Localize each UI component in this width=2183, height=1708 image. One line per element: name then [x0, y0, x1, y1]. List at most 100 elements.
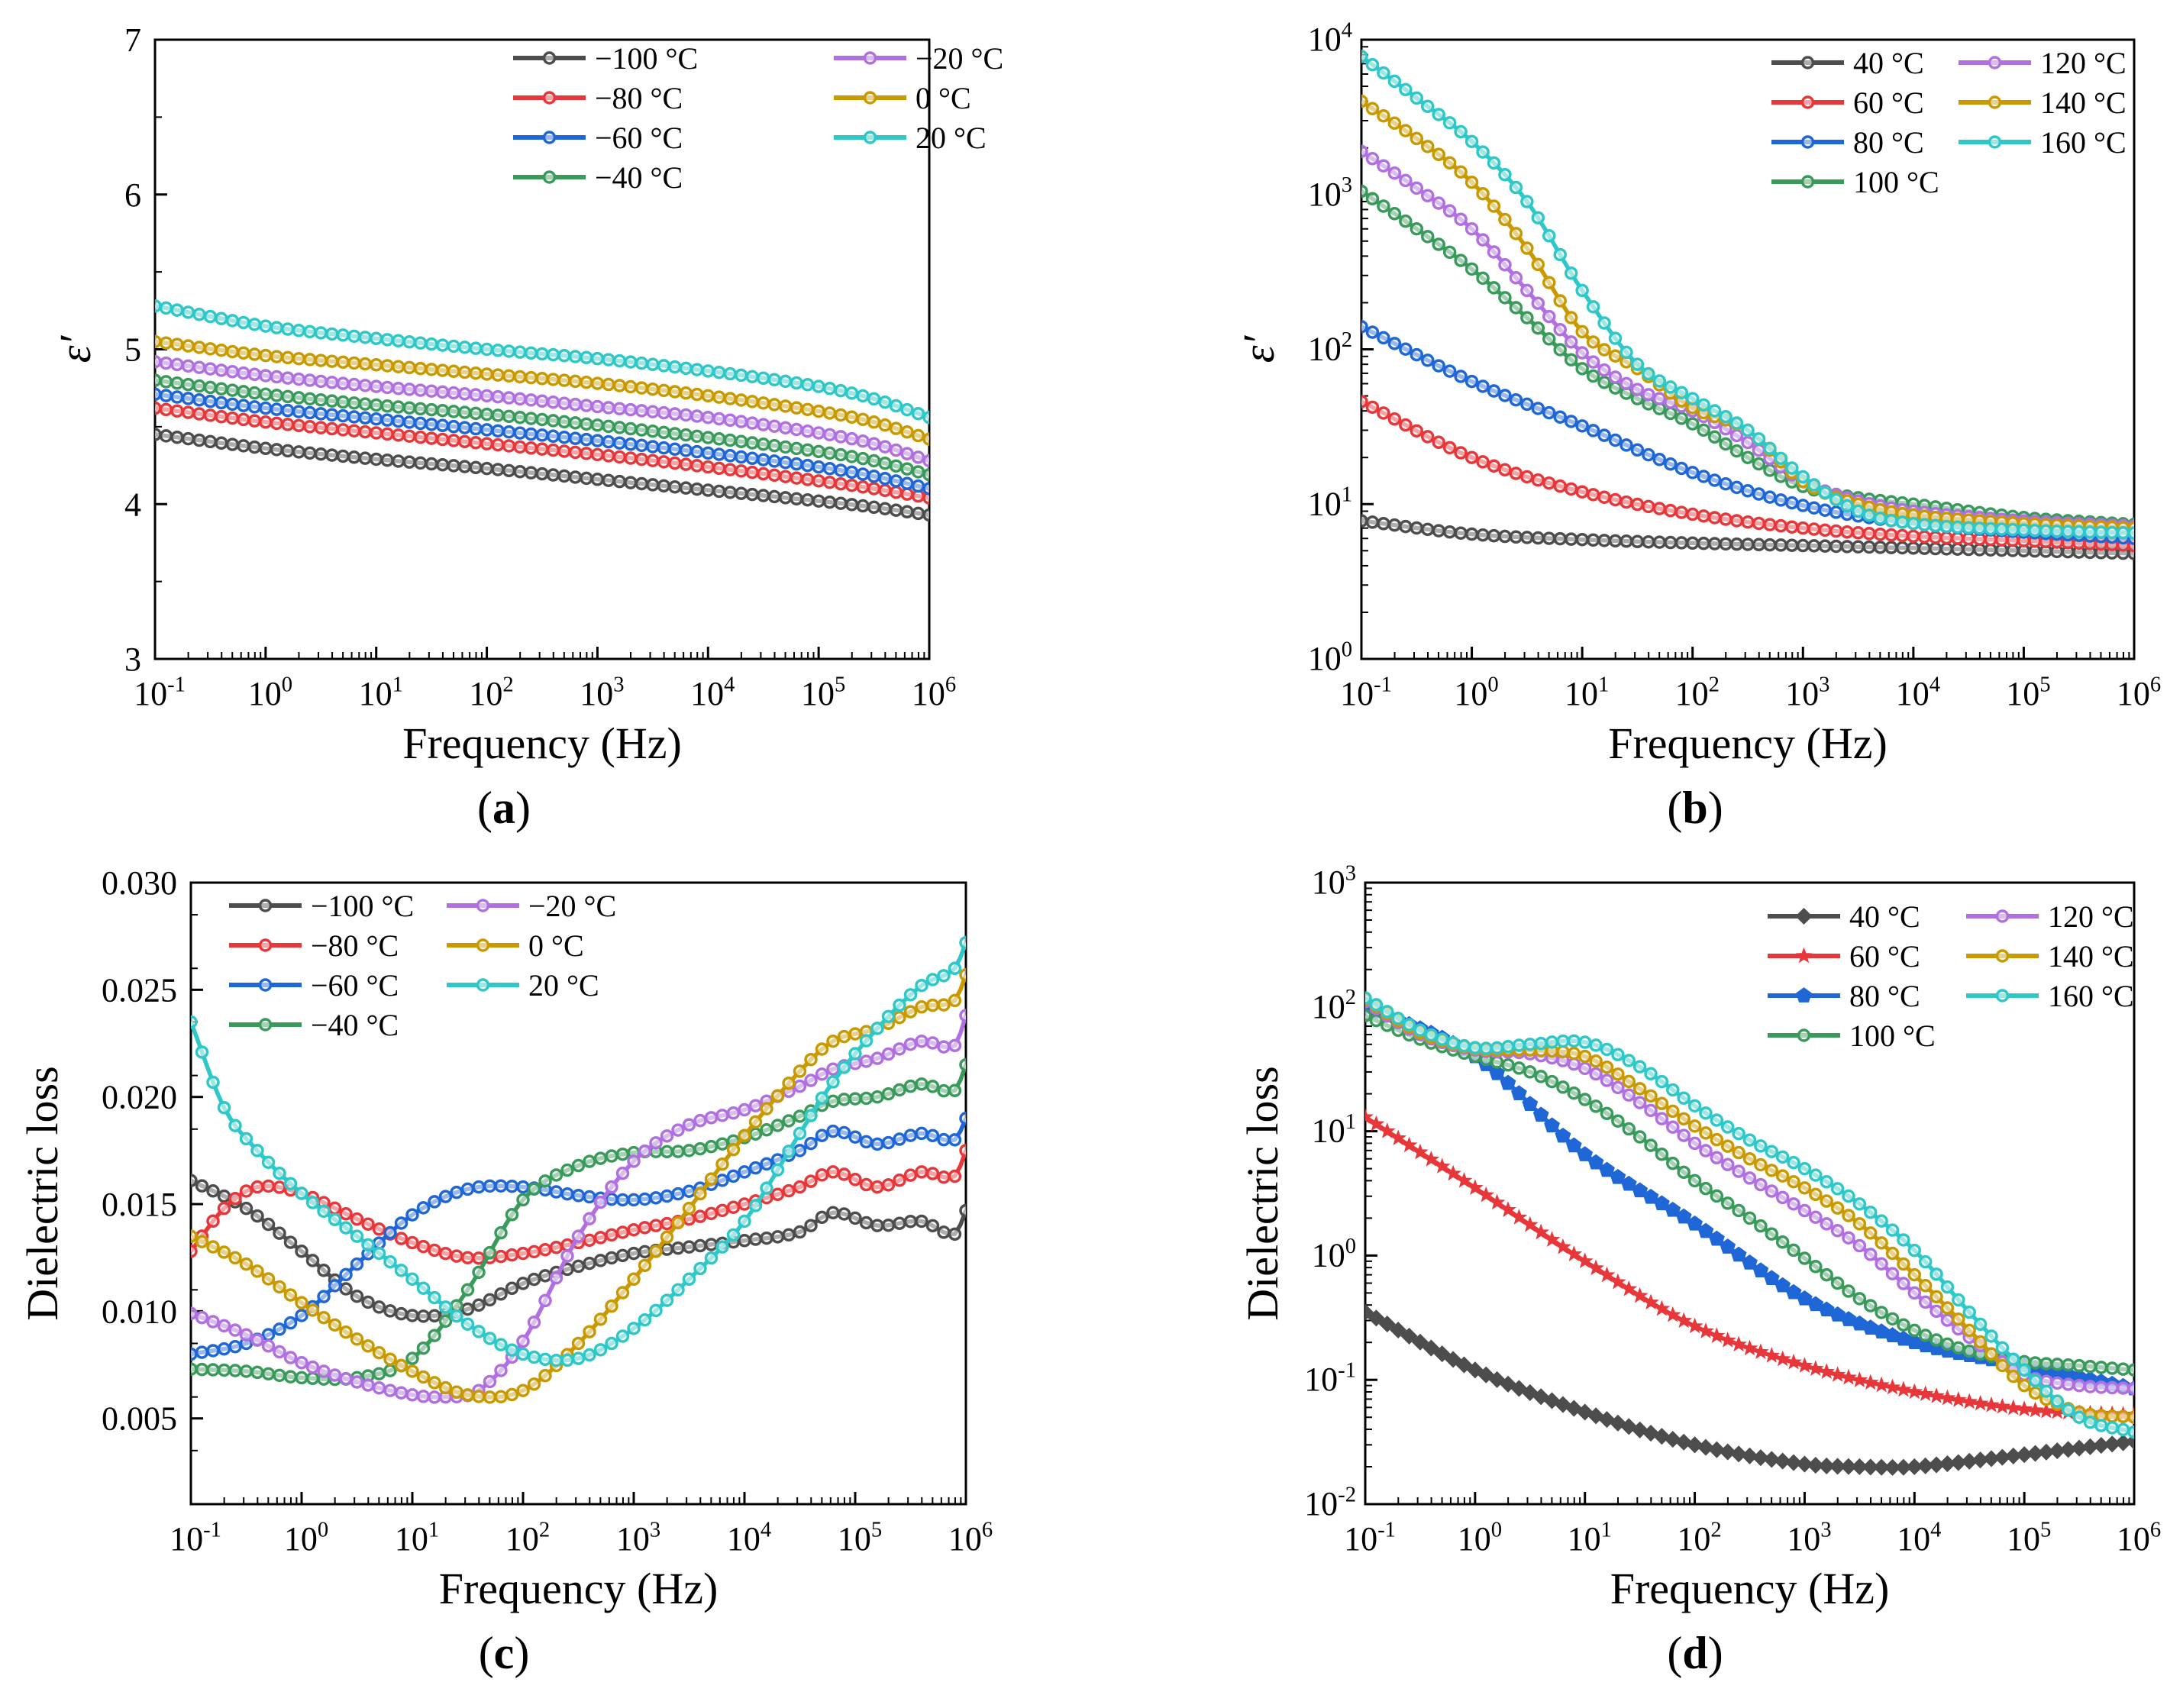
- data-point: [1432, 237, 1445, 251]
- data-point: [1365, 325, 1380, 339]
- data-point: [1840, 540, 1854, 554]
- data-point: [1511, 1085, 1527, 1101]
- data-point: [480, 461, 494, 476]
- data-point: [1754, 1139, 1768, 1153]
- data-point: [715, 1174, 729, 1187]
- data-point: [1940, 1280, 1955, 1294]
- data-point: [383, 1304, 397, 1318]
- data-point: [826, 1124, 840, 1138]
- panel-label: (d): [1667, 1628, 1723, 1678]
- chart-panel-c: 10-1 100 101 102 103 104 105 1060.0050.0100.015…: [18, 864, 993, 1678]
- data-point: [1655, 1112, 1669, 1125]
- data-point: [303, 392, 317, 406]
- data-point: [1765, 1145, 1779, 1158]
- data-point: [693, 1238, 707, 1253]
- data-point: [2083, 1416, 2097, 1429]
- data-point: [1391, 1012, 1405, 1025]
- data-point: [438, 1246, 453, 1261]
- data-point: [391, 334, 405, 348]
- data-point: [937, 1132, 951, 1147]
- data-point: [1895, 1330, 1912, 1346]
- x-tick-label: 106: [912, 673, 956, 712]
- data-point: [1578, 1035, 1592, 1049]
- data-point: [1630, 383, 1645, 396]
- data-point: [1412, 1143, 1429, 1160]
- data-point: [1707, 511, 1722, 525]
- x-tick-label-base: 10: [170, 1520, 203, 1558]
- data-point: [580, 432, 593, 447]
- data-point: [1917, 541, 1932, 555]
- data-point: [1741, 538, 1755, 551]
- data-point: [615, 1225, 630, 1239]
- data-point: [259, 348, 273, 363]
- data-point: [383, 1254, 397, 1269]
- data-point: [2072, 525, 2086, 539]
- y-axis-title: ε′: [1234, 334, 1284, 363]
- data-point: [1577, 1146, 1594, 1161]
- x-tick-label-base: 10: [1677, 1520, 1710, 1558]
- data-point: [844, 410, 859, 425]
- data-point: [844, 465, 859, 479]
- data-point: [627, 1272, 641, 1287]
- data-point: [1365, 1009, 1372, 1023]
- data-point: [1630, 497, 1645, 512]
- data-point: [425, 402, 438, 417]
- data-point: [347, 329, 361, 344]
- data-point: [413, 336, 428, 350]
- data-point: [1809, 1168, 1823, 1182]
- data-point: [1387, 166, 1402, 180]
- data-point: [305, 1360, 320, 1374]
- data-point: [217, 1201, 231, 1216]
- data-point: [1365, 400, 1380, 415]
- data-point: [712, 484, 726, 499]
- data-point: [1763, 1451, 1781, 1468]
- data-point: [922, 432, 929, 446]
- data-point: [1697, 1322, 1714, 1338]
- data-point: [1897, 1233, 1910, 1247]
- data-point: [155, 354, 162, 369]
- x-tick-label: 101: [1568, 1518, 1612, 1558]
- data-point: [624, 355, 638, 369]
- data-point: [524, 346, 538, 360]
- data-point: [911, 506, 925, 521]
- data-point: [1840, 1368, 1857, 1385]
- data-point: [701, 389, 715, 403]
- x-tick-label-exp: 2: [1710, 1518, 1721, 1542]
- panel-label-letter: b: [1682, 783, 1707, 833]
- data-point: [1862, 1458, 1879, 1476]
- data-point: [701, 364, 715, 378]
- data-point: [590, 351, 605, 366]
- data-point: [693, 1141, 707, 1156]
- data-point: [469, 421, 483, 436]
- data-point: [1498, 258, 1512, 272]
- data-point: [1842, 1284, 1855, 1298]
- data-point: [339, 1207, 353, 1221]
- data-point: [1851, 1371, 1868, 1387]
- data-point: [844, 450, 859, 463]
- data-point: [1732, 1126, 1745, 1141]
- data-point: [726, 1200, 741, 1214]
- data-point: [247, 318, 262, 331]
- data-point: [1578, 1093, 1592, 1106]
- x-tick-label: 106: [2117, 673, 2161, 712]
- x-tick-label-base: 10: [2117, 675, 2150, 712]
- x-tick-label-exp: 2: [539, 1518, 550, 1542]
- data-point: [2039, 524, 2053, 538]
- data-point: [959, 1144, 966, 1158]
- data-point: [738, 1234, 751, 1248]
- data-point: [815, 1128, 829, 1142]
- data-point: [391, 428, 405, 442]
- data-point: [760, 1123, 773, 1137]
- data-point: [671, 1283, 685, 1297]
- data-point: [394, 1216, 409, 1230]
- data-point: [1600, 1074, 1614, 1087]
- data-point: [690, 387, 704, 402]
- data-point: [1742, 1171, 1757, 1185]
- data-point: [1829, 539, 1843, 554]
- data-point: [1611, 1048, 1625, 1062]
- data-point: [237, 412, 250, 427]
- data-point: [1498, 291, 1512, 305]
- data-point: [1875, 1236, 1888, 1250]
- data-point: [1852, 1217, 1867, 1231]
- data-point: [361, 1217, 375, 1231]
